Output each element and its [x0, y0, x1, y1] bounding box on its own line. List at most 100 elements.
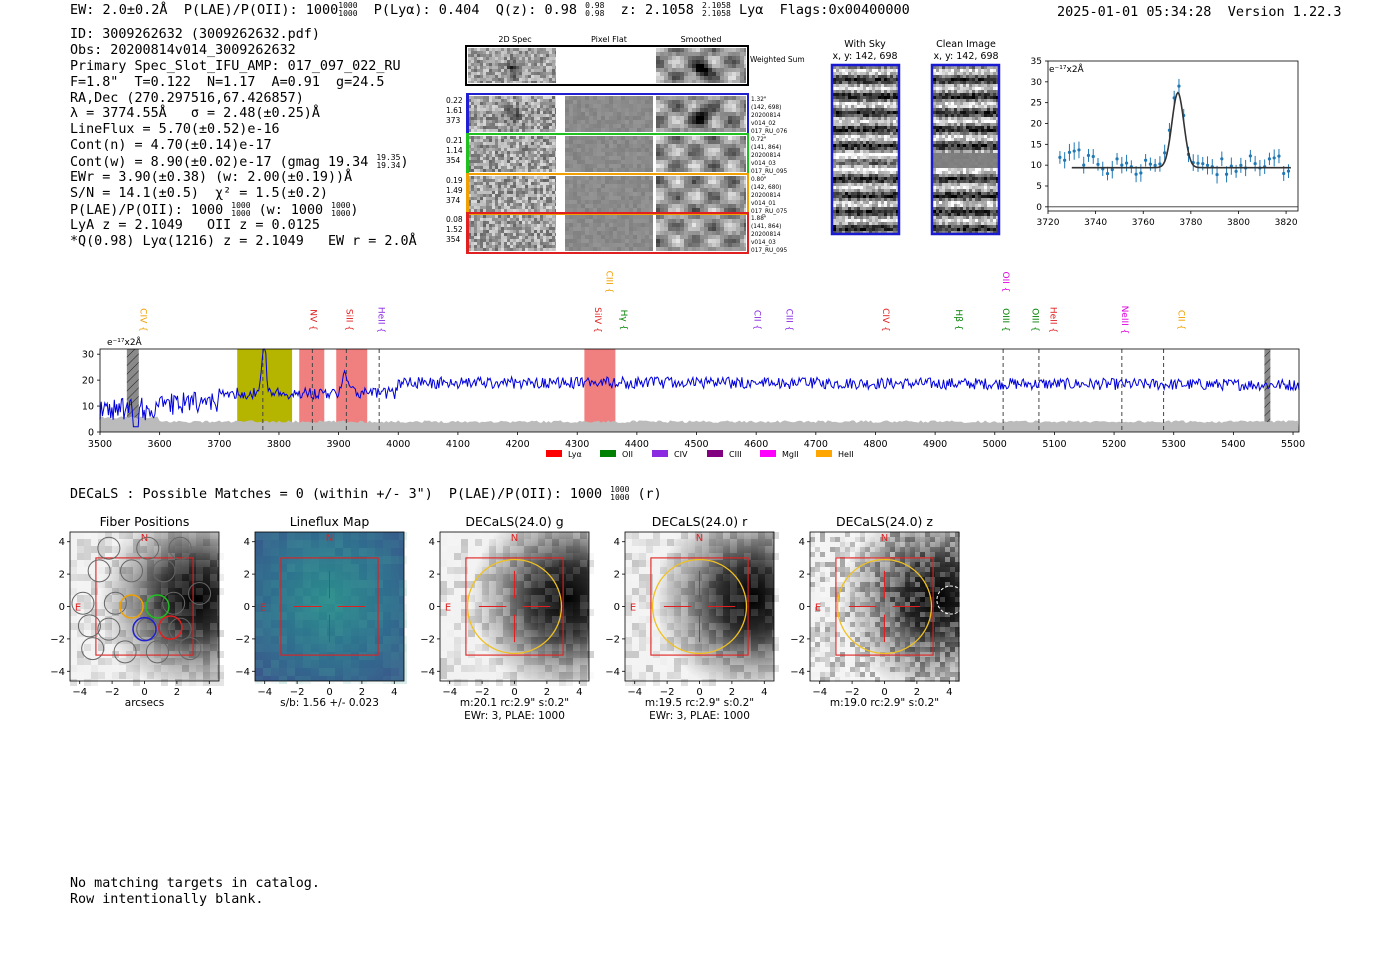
line-fit-point	[1234, 169, 1238, 173]
east-label: E	[630, 603, 636, 614]
decals-ytick: 2	[429, 570, 435, 581]
decals-caption-2: EWr: 3, PLAE: 1000	[464, 710, 565, 722]
cutout-left-label: 354	[446, 156, 461, 165]
decals-panel-title: Fiber Positions	[100, 514, 190, 529]
north-label: N	[881, 533, 888, 544]
weighted-sum-smoothed	[656, 48, 746, 83]
spectrum-error	[100, 416, 1299, 432]
info-plae: P(LAE)/P(OII): 1000 1000 1000 (w: 1000 10…	[70, 200, 359, 218]
cutout-left-label: 354	[446, 235, 461, 244]
line-fit-point	[1148, 162, 1152, 166]
decals-ytick: 0	[799, 602, 805, 613]
weighted-sum-pixelflat	[558, 48, 654, 83]
fiber-circle	[136, 536, 160, 560]
line-fit-point	[1286, 169, 1291, 173]
line-fit-point	[1077, 148, 1081, 152]
cutout-2dspec	[468, 96, 556, 132]
cutout-right-label: 20200814	[751, 232, 781, 238]
east-label: E	[815, 603, 821, 614]
catalog-note-line1: No matching targets in catalog.	[70, 876, 320, 891]
line-fit-plot: e⁻¹⁷x2Å 3720 3740 3760 3780 3800 3820 0 5 10 15 20…	[1031, 57, 1299, 228]
info-radec: RA,Dec (270.297516,67.426857)	[70, 90, 304, 106]
spectrum-xtick: 3800	[267, 439, 291, 450]
decals-panel-title: Lineflux Map	[290, 514, 370, 529]
legend-swatch	[760, 450, 776, 457]
line-fit-point	[1072, 149, 1076, 153]
spectrum-line-label: HeII {	[376, 307, 386, 333]
with-sky-title: With Sky	[844, 39, 886, 50]
north-label: N	[326, 533, 333, 544]
decals-caption: m:19.0 rc:2.9" s:0.2"	[830, 697, 939, 709]
line-fit-point	[1105, 171, 1110, 176]
legend-swatch	[707, 450, 723, 457]
line-fit-xtick: 3720	[1037, 218, 1060, 228]
spectrum-xtick: 4800	[863, 439, 887, 450]
line-fit-axes	[1047, 60, 1299, 212]
plae-value: P(LAE)/P(OII): 1000	[183, 2, 339, 18]
fiber-circle-highlight	[132, 616, 157, 642]
line-fit-ytick: 0	[1036, 203, 1042, 213]
line-fit-point	[1267, 157, 1272, 161]
decals-panel-2: Lineflux Map N E −4 −4 −2 −2 0 0 2 2 4 4 s/b: 1.56 +/…	[235, 514, 407, 709]
cutout-right-label: 20200814	[751, 113, 781, 119]
decals-xtick: 2	[914, 687, 920, 698]
spectrum-ticks: 3500 3600 3700 3800 3900 4000 4100 4200 4300 4400…	[82, 350, 1305, 450]
decals-panel-title: DECaLS(24.0) g	[465, 514, 563, 529]
spectrum-band	[126, 349, 139, 432]
line-fit-ytick: 35	[1031, 57, 1042, 67]
decals-xtick: 0	[326, 687, 332, 698]
spectrum-xtick: 4400	[625, 439, 649, 450]
line-fit-point	[1205, 163, 1210, 168]
fiber-circle	[188, 582, 212, 606]
cutout-right-label: (142, 680)	[751, 185, 781, 191]
info-q-line: *Q(0.98) Lyα(1216) z = 2.1049 EW r = 2.0…	[70, 233, 417, 249]
fiber-circle	[97, 617, 121, 641]
decals-ytick: 0	[59, 602, 65, 613]
aperture-circle	[466, 558, 563, 655]
line-fit-point	[1224, 172, 1229, 176]
decals-xtick: −2	[105, 687, 120, 698]
cutout-right-label: (141, 864)	[751, 224, 781, 230]
spectrum-line-label: SiIV {	[592, 307, 602, 333]
clean-image-title: Clean Image	[936, 39, 996, 50]
info-contw: Cont(w) = 8.90(±0.02)e-17 (gmag 19.34 19…	[70, 153, 409, 171]
spectrum-line-labels: CIV {NV {SiII {HeII {SiIV {CIII {Hγ {CII…	[138, 271, 1186, 335]
spectrum-line-label: CII {	[1176, 310, 1186, 330]
decals-ytick: 0	[244, 602, 250, 613]
east-label: E	[260, 603, 266, 614]
spectrum-xtick: 5400	[1221, 439, 1245, 450]
cutout-left-label: 0.19	[446, 176, 463, 185]
line-fit-ytick: 15	[1031, 140, 1042, 150]
timestamp: 2025-01-01 05:34:28	[1057, 4, 1212, 20]
cutout-right-label: 017_RU_095	[751, 248, 788, 254]
cutout-2dspec	[468, 136, 556, 172]
fiber-circle-highlight	[158, 615, 183, 640]
spectrum-xtick: 5000	[983, 439, 1007, 450]
clean-image	[933, 66, 998, 233]
spectrum-line-label: OIII {	[1029, 308, 1039, 332]
fiber-circle-highlight	[119, 594, 144, 619]
spectrum-line-label: CIV {	[138, 308, 148, 332]
fiber-circle	[97, 536, 121, 560]
spectrum-xtick: 5100	[1042, 439, 1066, 450]
decals-panel-title: DECaLS(24.0) z	[836, 514, 933, 529]
flags-value: Flags:0x00400000	[779, 2, 910, 18]
cutout-right-label: 017_RU_095	[751, 169, 788, 175]
line-fit-ticks: 3720 3740 3760 3780 3800 3820 0 5 10 15 20 25 30 35	[1031, 57, 1298, 228]
spectrum-axes	[99, 348, 1300, 433]
line-fit-point	[1239, 163, 1243, 167]
decals-ytick: 4	[244, 537, 250, 548]
cutout-right-label: 1.88"	[751, 216, 767, 222]
spectrum-xtick: 4000	[386, 439, 410, 450]
info-ewr: EWr = 3.90(±0.38) (w: 2.00(±0.19))Å	[70, 170, 353, 186]
fiber-circle	[77, 614, 101, 638]
spectrum-ytick: 30	[82, 350, 94, 361]
z-value: z: 2.1058	[620, 2, 694, 18]
aperture-circle	[836, 558, 933, 655]
info-primary: Primary Spec_Slot_IFU_AMP: 017_097_022_R…	[70, 58, 401, 74]
plae-fraction: 1000 1000	[338, 1, 358, 18]
cutout-left-label: 1.52	[446, 225, 463, 234]
spectrum-xtick: 4100	[446, 439, 470, 450]
